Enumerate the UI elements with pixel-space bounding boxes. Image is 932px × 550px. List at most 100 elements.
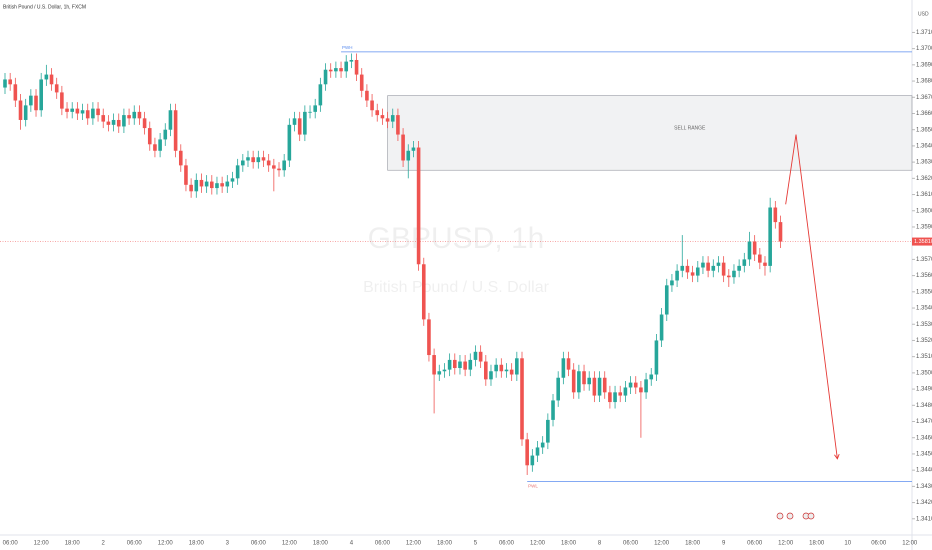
candle-body bbox=[618, 392, 623, 396]
last-price-box bbox=[912, 237, 932, 246]
candle-body bbox=[287, 124, 292, 161]
x-tick-label: 12:00 bbox=[406, 541, 422, 547]
y-tick-label: 1.36600 bbox=[916, 111, 932, 117]
y-tick-label: 1.34300 bbox=[916, 484, 932, 490]
y-tick-label: 1.36200 bbox=[916, 176, 932, 182]
candle-body bbox=[690, 272, 695, 276]
candle-body bbox=[727, 275, 731, 278]
y-tick-label: 1.35600 bbox=[916, 273, 932, 279]
candle-body bbox=[685, 265, 690, 273]
candle-body bbox=[13, 84, 18, 101]
candle-body bbox=[613, 392, 617, 403]
watermark: GBPUSD, 1h bbox=[368, 222, 545, 255]
candle-body bbox=[339, 68, 343, 72]
candle-body bbox=[716, 262, 721, 266]
y-tick-label: 1.36300 bbox=[916, 160, 932, 166]
candle-body bbox=[308, 111, 312, 113]
candle-body bbox=[504, 369, 509, 372]
candle-body bbox=[334, 68, 338, 72]
candle-body bbox=[432, 355, 436, 375]
candle-body bbox=[282, 160, 286, 171]
candle-body bbox=[458, 361, 462, 369]
candle-body bbox=[530, 455, 535, 466]
candle-body bbox=[706, 262, 710, 271]
x-tick-label: 06:00 bbox=[871, 541, 887, 547]
currency: USD bbox=[918, 11, 929, 17]
x-tick-label: 12:00 bbox=[654, 541, 670, 547]
candle-body bbox=[230, 178, 235, 182]
candle-body bbox=[163, 129, 168, 140]
y-tick-label: 1.34100 bbox=[916, 516, 932, 522]
candle-body bbox=[385, 118, 390, 122]
candle-body bbox=[292, 118, 297, 125]
candle-body bbox=[758, 254, 762, 263]
candle-body bbox=[484, 361, 488, 380]
candle-body bbox=[427, 319, 431, 356]
candle-body bbox=[158, 139, 162, 151]
x-tick-label: 12:00 bbox=[902, 541, 918, 547]
candle-body bbox=[463, 361, 467, 370]
candle-body bbox=[525, 439, 529, 466]
y-tick-label: 1.36400 bbox=[916, 143, 932, 149]
candle-body bbox=[39, 79, 43, 111]
zone-label: SELL RANGE bbox=[674, 125, 706, 131]
candle-body bbox=[680, 265, 685, 271]
candle-body bbox=[639, 387, 643, 393]
candle-body bbox=[137, 111, 142, 119]
y-tick-label: 1.35900 bbox=[916, 225, 932, 231]
x-tick-label: 06:00 bbox=[127, 541, 143, 547]
candle-body bbox=[323, 69, 328, 85]
y-tick-label: 1.34800 bbox=[916, 403, 932, 409]
candle-body bbox=[390, 115, 395, 122]
candle-body bbox=[546, 419, 550, 443]
candle-body bbox=[272, 165, 276, 169]
candle-body bbox=[122, 115, 126, 127]
candle-body bbox=[235, 165, 240, 179]
candle-body bbox=[695, 267, 700, 276]
candle-body bbox=[168, 110, 173, 130]
candle-body bbox=[142, 118, 147, 129]
candle-body bbox=[396, 115, 400, 135]
candle-body bbox=[344, 61, 349, 72]
y-tick-label: 1.36500 bbox=[916, 127, 932, 133]
candle-body bbox=[60, 92, 64, 109]
candle-body bbox=[561, 358, 566, 378]
candle-body bbox=[3, 79, 7, 88]
candle-body bbox=[153, 144, 157, 151]
x-tick-label: 06:00 bbox=[747, 541, 763, 547]
candle-body bbox=[261, 157, 266, 161]
candle-body bbox=[411, 147, 416, 151]
y-tick-label: 1.34600 bbox=[916, 435, 932, 441]
candle-body bbox=[416, 147, 421, 265]
candle-body bbox=[173, 110, 178, 151]
x-tick-label: 18:00 bbox=[65, 541, 81, 547]
candle-body bbox=[132, 111, 137, 119]
y-tick-label: 1.35200 bbox=[916, 338, 932, 344]
y-tick-label: 1.36000 bbox=[916, 208, 932, 214]
projection-path bbox=[785, 134, 838, 459]
candle-body bbox=[54, 84, 59, 93]
candle-body bbox=[318, 84, 323, 106]
y-tick-label: 1.37100 bbox=[916, 30, 932, 36]
y-tick-label: 1.36800 bbox=[916, 79, 932, 85]
candle-body bbox=[747, 241, 752, 260]
candle-body bbox=[582, 371, 586, 385]
candle-body bbox=[592, 377, 597, 396]
candle-body bbox=[571, 369, 576, 393]
candle-body bbox=[670, 280, 674, 286]
candle-body bbox=[75, 108, 80, 114]
candle-body bbox=[80, 110, 85, 114]
candle-body bbox=[649, 374, 654, 380]
y-tick-label: 1.34700 bbox=[916, 419, 932, 425]
candle-body bbox=[628, 382, 633, 388]
candle-body bbox=[127, 115, 131, 119]
x-tick-label: 18:00 bbox=[313, 541, 329, 547]
projection-arrowhead bbox=[834, 453, 840, 460]
sell-zone bbox=[387, 95, 913, 171]
candle-body bbox=[778, 222, 783, 242]
candle-body bbox=[452, 359, 457, 369]
x-tick-label: 12:00 bbox=[158, 541, 174, 547]
candle-body bbox=[721, 262, 726, 276]
x-tick-label: 10 bbox=[844, 541, 851, 547]
